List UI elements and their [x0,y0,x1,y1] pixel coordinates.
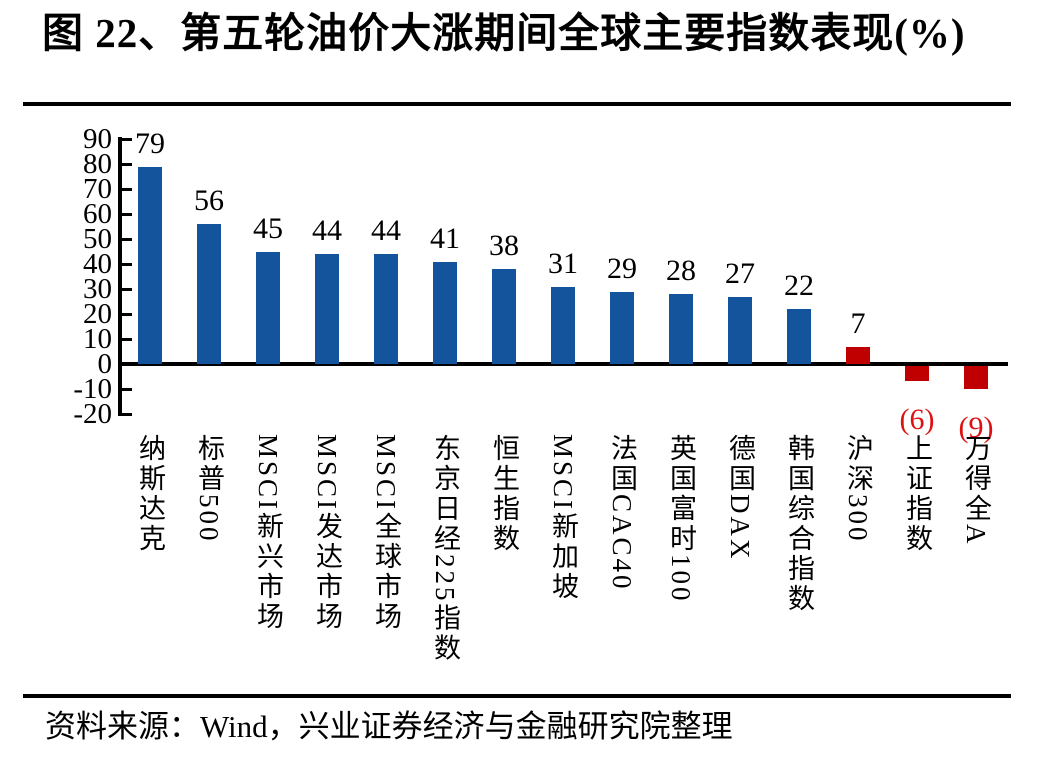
category-label: 纳斯达克 [135,434,165,554]
x-axis-line [118,362,1008,366]
category-label: 沪深300 [843,434,873,544]
y-tick-label: 90 [83,123,112,155]
bar-value-label: 28 [666,254,696,287]
y-tick-label: 30 [83,273,112,305]
y-tick-label: 80 [83,148,112,180]
category-label: 标普500 [194,434,224,544]
chart-title: 图 22、第五轮油价大涨期间全球主要指数表现(%) [42,10,966,56]
category-label: 韩国综合指数 [784,434,814,614]
y-tick-label: 40 [83,248,112,280]
bar-value-label: 79 [135,126,165,160]
bar [315,254,339,364]
bar-value-label: 45 [253,211,283,245]
bar [374,254,398,364]
bar [492,269,516,364]
bar [846,346,870,364]
y-tick-label: 20 [83,298,112,330]
bar [610,291,634,364]
y-tick-mark [122,212,132,216]
bar-value-label: 29 [607,251,637,285]
y-tick-mark [122,412,132,416]
bar-value-label: 7 [850,306,866,340]
category-label: 法国CAC40 [607,434,637,592]
y-tick-label: -10 [73,373,112,405]
category-label: 东京日经225指数 [430,434,460,664]
category-label: 上证指数 [902,434,932,554]
y-tick-label: 50 [83,223,112,255]
y-tick-mark [122,137,132,141]
bar-value-label: 56 [194,184,224,217]
category-label: MSCI新兴市场 [253,434,283,633]
category-label: MSCI全球市场 [371,434,401,633]
y-tick-mark [122,262,132,266]
bar [551,286,575,364]
category-label: 德国DAX [725,434,755,562]
bar [728,296,752,364]
bar-value-label: 44 [312,214,342,247]
y-tick-label: 10 [83,323,112,355]
bar [905,366,929,381]
bar-value-label: 22 [784,269,814,302]
bar [964,366,988,389]
bar-value-label: 27 [725,256,755,290]
bar [669,294,693,364]
category-label: MSCI发达市场 [312,434,342,633]
y-tick-mark [122,187,132,191]
category-label: 英国富时100 [666,434,696,604]
category-label: 万得全A [961,434,991,547]
y-tick-mark [122,312,132,316]
bar-value-label: 41 [430,221,460,255]
y-tick-label: -20 [73,398,112,430]
bar [433,261,457,364]
bar [787,309,811,364]
category-label: 恒生指数 [489,434,519,554]
y-tick-mark [122,237,132,241]
bar-value-label: 31 [548,246,578,280]
category-label: MSCI新加坡 [548,434,578,603]
y-axis-line [118,137,122,416]
bar [138,166,162,364]
source-note: 资料来源：Wind，兴业证券经济与金融研究院整理 [45,709,733,744]
top-divider [23,102,1011,106]
y-tick-mark [122,162,132,166]
bottom-divider [23,694,1011,698]
bar [256,251,280,364]
y-tick-label: 60 [83,198,112,230]
y-tick-mark [122,387,132,391]
y-tick-label: 70 [83,173,112,205]
bar-value-label: (6) [899,403,935,436]
bar-value-label: 44 [371,214,401,247]
bar-value-label: 38 [489,229,519,262]
y-tick-label: 0 [97,348,113,380]
y-tick-mark [122,337,132,341]
bar-value-label: (9) [958,410,994,444]
y-tick-mark [122,287,132,291]
bar [197,224,221,364]
